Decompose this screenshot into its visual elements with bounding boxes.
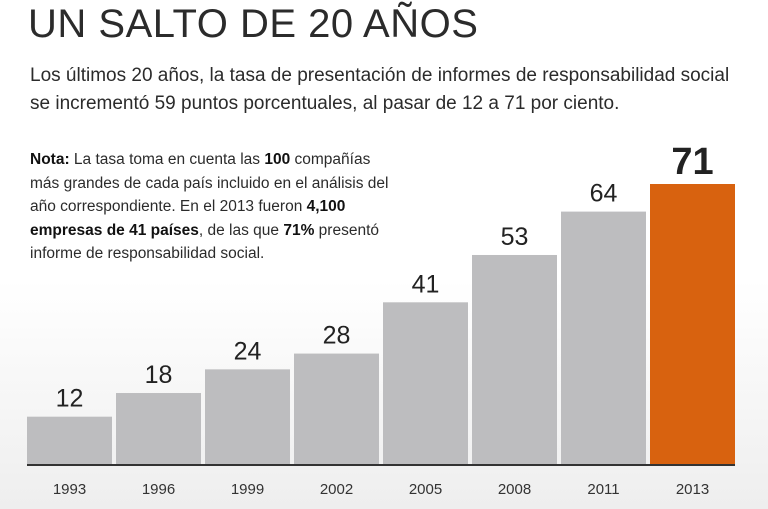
value-label-2013: 71: [671, 141, 713, 183]
note-text-1: La tasa toma en cuenta las: [69, 151, 265, 168]
tick-label-1993: 1993: [53, 481, 86, 498]
note-label: Nota:: [30, 151, 70, 168]
note-text-3: , de las que: [198, 221, 284, 239]
bar-1993: [27, 416, 112, 464]
tick-label-2002: 2002: [320, 481, 353, 498]
value-label-1993: 12: [56, 385, 84, 413]
value-label-2011: 64: [590, 180, 618, 208]
value-label-2008: 53: [501, 223, 529, 251]
tick-label-2005: 2005: [409, 481, 442, 498]
bar-2011: [561, 211, 646, 464]
bar-2005: [383, 302, 468, 464]
tick-label-2013: 2013: [676, 481, 709, 498]
value-label-1999: 24: [234, 337, 262, 365]
tick-label-1999: 1999: [231, 481, 264, 498]
note: Nota: La tasa toma en cuenta las 100 com…: [30, 148, 400, 266]
value-label-2005: 41: [412, 270, 440, 298]
note-bold-3: 71%: [283, 221, 315, 239]
note-text-4: presentó informe de responsabilidad soci…: [30, 221, 380, 263]
tick-label-1996: 1996: [142, 481, 175, 498]
bar-2002: [294, 353, 379, 464]
bar-1999: [205, 369, 290, 464]
note-text-2: compañías más grandes de cada país inclu…: [30, 151, 389, 215]
bar-2008: [472, 254, 557, 464]
note-bold-2: 4,100 empresas de 41 países: [30, 198, 346, 239]
page-title: UN SALTO DE 20 AÑOS: [28, 2, 479, 46]
value-label-2002: 28: [323, 322, 351, 350]
value-label-1996: 18: [145, 361, 173, 389]
tick-label-2011: 2011: [587, 481, 619, 498]
bar-2013: [650, 184, 735, 464]
note-bold-1: 100: [264, 151, 291, 168]
bar-1996: [116, 393, 201, 464]
tick-label-2008: 2008: [498, 481, 531, 498]
subtitle: Los últimos 20 años, la tasa de presenta…: [30, 65, 730, 114]
